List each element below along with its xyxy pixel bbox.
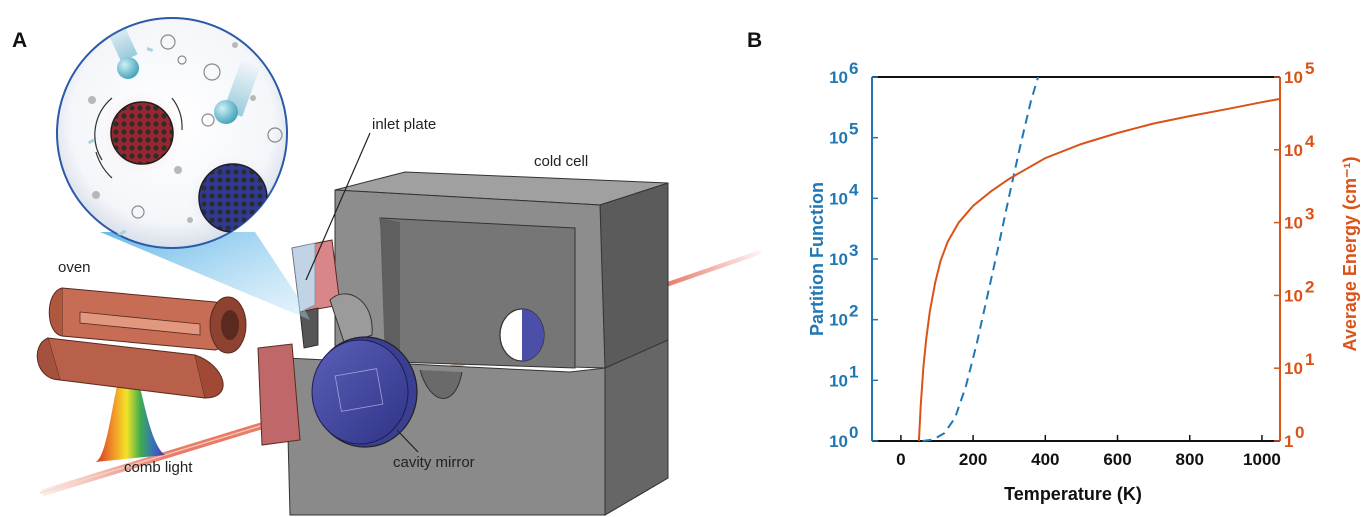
panel-b-letter: B <box>747 29 762 52</box>
x-tick-label: 400 <box>1031 450 1059 469</box>
molecule-bubble <box>56 17 288 249</box>
y-right-tick-exponent: 2 <box>1305 277 1314 296</box>
cavity-mirror-leader <box>396 429 419 453</box>
y-left-tick-exponent: 4 <box>849 180 859 199</box>
y-right-tick-label: 10 <box>1284 68 1303 87</box>
y-left-tick-exponent: 6 <box>849 59 858 78</box>
oven-label: oven <box>58 259 91 276</box>
y-right-tick-label: 10 <box>1284 359 1303 378</box>
y-left-tick-exponent: 5 <box>849 120 858 139</box>
inlet-block <box>257 239 373 446</box>
x-tick-label: 0 <box>896 450 905 469</box>
y-right-tick-exponent: 5 <box>1305 59 1314 78</box>
partition-function-line <box>922 76 1040 442</box>
y-left-tick-label: 10 <box>829 250 848 269</box>
cavity-mirror-label: cavity mirror <box>393 454 475 471</box>
y-left-tick-label: 10 <box>829 432 848 451</box>
inlet-plate-label: inlet plate <box>372 116 436 133</box>
y-right-tick-exponent: 1 <box>1305 350 1314 369</box>
y-left-tick-exponent: 1 <box>849 362 858 381</box>
x-tick-label: 800 <box>1176 450 1204 469</box>
y-left-tick-exponent: 2 <box>849 302 858 321</box>
y-left-tick-label: 10 <box>829 129 848 148</box>
y-left-tick-exponent: 0 <box>849 423 858 442</box>
cavity-mirror <box>311 336 418 448</box>
y-right-tick-label: 1 <box>1284 432 1293 451</box>
panel-a: A <box>12 17 762 516</box>
inlet-plate-leader <box>305 132 371 281</box>
y-left-tick-exponent: 3 <box>849 241 858 260</box>
y-left-tick-label: 10 <box>829 371 848 390</box>
y-right-tick-exponent: 0 <box>1295 423 1304 442</box>
cold-cell-label: cold cell <box>534 153 588 170</box>
y-right-tick-label: 10 <box>1284 141 1303 160</box>
x-tick-label: 200 <box>959 450 987 469</box>
comb-spectrum <box>95 360 165 462</box>
y-right-tick-exponent: 4 <box>1305 132 1315 151</box>
oven <box>36 287 247 399</box>
x-tick-label: 600 <box>1103 450 1131 469</box>
y-left-tick-label: 10 <box>829 68 848 87</box>
magnification-cone <box>100 232 310 320</box>
y-right-tick-label: 10 <box>1284 214 1303 233</box>
y-left-tick-label: 10 <box>829 189 848 208</box>
x-tick-label: 1000 <box>1243 450 1281 469</box>
y-right-tick-exponent: 3 <box>1305 205 1314 224</box>
y-right-tick-label: 10 <box>1284 286 1303 305</box>
y-left-tick-label: 10 <box>829 311 848 330</box>
cold-cell <box>285 171 669 516</box>
comb-light-label: comb light <box>124 459 193 476</box>
y-right-axis-title: Average Energy (cm⁻¹) <box>1340 157 1360 352</box>
x-axis-title: Temperature (K) <box>1004 484 1142 504</box>
panel-a-letter: A <box>12 29 27 52</box>
y-left-axis-title: Partition Function <box>807 182 827 336</box>
average-energy-line <box>917 97 1281 442</box>
